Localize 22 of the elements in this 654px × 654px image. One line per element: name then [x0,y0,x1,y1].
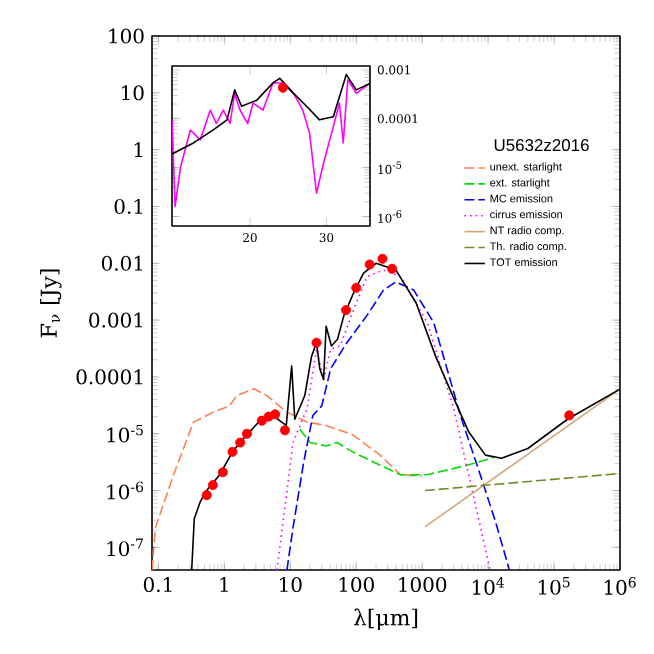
x-tick-label: 0.1 [143,577,172,593]
y-tick-label: 10$^{-6}$ [107,481,144,500]
y-tick-label: 1 [134,142,143,158]
x-tick-label: 10$^{4}$ [472,577,505,595]
x-tick-label: 10 [280,577,302,593]
y-tick-label: 10 [122,85,144,101]
x-tick-label: 100 [339,577,374,593]
y-tick-label: 0.1 [114,198,143,214]
y-tick-label: 0.001 [89,312,143,328]
y-tick-label: 10$^{-5}$ [107,424,143,443]
legend-title: U5632z2016 [494,139,589,152]
x-tick-label: 10$^{5}$ [538,577,570,595]
y-axis-title: F$_{ν}$ [Jy] [40,269,62,338]
x-tick-label: 1000 [399,577,447,593]
y-tick-label: 0.01 [101,255,143,271]
y-tick-label: 10$^{-7}$ [107,538,143,557]
x-tick-label: 1 [220,577,228,592]
y-tick-label: 100 [109,28,144,44]
line-series [172,78,370,208]
x-tick-label: 10$^{6}$ [604,577,636,595]
y-tick-label: 0.0001 [76,369,143,385]
x-axis-title: λ[μm] [353,608,418,630]
